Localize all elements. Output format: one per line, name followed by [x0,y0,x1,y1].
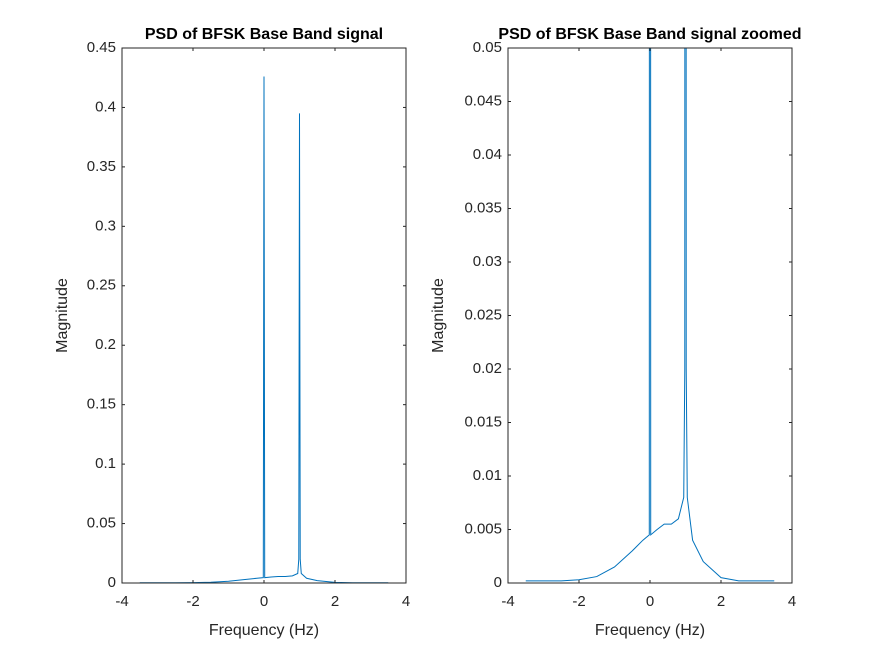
x-tick-label: 2 [331,593,339,610]
x-axis-label: Frequency (Hz) [209,622,319,639]
y-tick-label: 0.04 [473,146,502,163]
y-tick-label: 0.05 [473,39,502,56]
y-tick-label: 0 [108,574,116,591]
plot-area [508,48,792,583]
chart-title: PSD of BFSK Base Band signal [145,26,383,43]
chart-title: PSD of BFSK Base Band signal zoomed [498,26,801,43]
y-tick-label: 0.025 [464,306,502,323]
y-axis-label: Magnitude [430,278,447,353]
y-tick-label: 0 [494,574,502,591]
y-tick-label: 0.05 [87,515,116,532]
y-tick-label: 0.3 [95,217,116,234]
x-tick-label: -2 [572,593,585,610]
y-tick-label: 0.02 [473,360,502,377]
x-tick-label: -4 [501,593,514,610]
y-tick-label: 0.035 [464,199,502,216]
psd-line [139,76,389,583]
y-tick-label: 0.4 [95,98,116,115]
y-tick-label: 0.01 [473,467,502,484]
x-tick-label: 0 [646,593,654,610]
psd-line [525,48,775,582]
y-tick-label: 0.1 [95,455,116,472]
x-tick-label: 0 [260,593,268,610]
y-tick-label: 0.45 [87,39,116,56]
x-tick-label: -2 [186,593,199,610]
x-tick-label: 4 [788,593,796,610]
y-tick-label: 0.15 [87,396,116,413]
y-tick-label: 0.25 [87,277,116,294]
y-tick-label: 0.015 [464,413,502,430]
x-tick-label: 4 [402,593,410,610]
x-axis-label: Frequency (Hz) [595,622,705,639]
y-tick-label: 0.35 [87,158,116,175]
x-tick-label: 2 [717,593,725,610]
y-tick-label: 0.03 [473,253,502,270]
y-tick-label: 0.005 [464,520,502,537]
x-tick-label: -4 [115,593,128,610]
y-tick-label: 0.045 [464,92,502,109]
y-axis-label: Magnitude [54,278,71,353]
y-tick-label: 0.2 [95,336,116,353]
